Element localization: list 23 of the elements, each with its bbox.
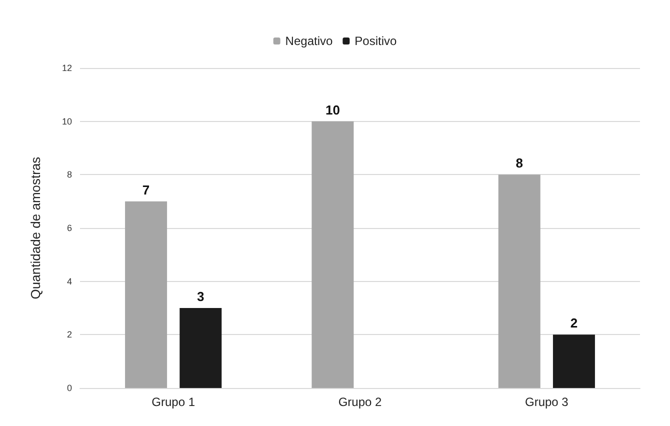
y-tick-label: 6	[66, 223, 72, 233]
bar	[498, 174, 540, 388]
bar	[552, 334, 595, 388]
y-tick-label: 0	[66, 383, 72, 393]
legend-label: Positivo	[354, 34, 398, 48]
y-tick-label: 4	[66, 276, 72, 286]
bar	[312, 121, 354, 388]
y-axis-title: Quantidade de amostras	[28, 156, 43, 300]
x-tick-label: Grupo 2	[338, 395, 382, 409]
y-tick-label: 8	[66, 170, 72, 180]
bar	[180, 308, 222, 388]
x-tick-label: Grupo 1	[152, 395, 196, 409]
data-label: 2	[570, 316, 578, 331]
y-tick-label: 2	[66, 330, 72, 340]
data-label: 7	[142, 182, 150, 198]
bar	[125, 201, 168, 388]
y-tick-label: 10	[62, 116, 72, 126]
x-tick-label: Grupo 3	[524, 395, 569, 409]
y-tick-label: 12	[62, 63, 72, 73]
data-label: 10	[325, 102, 340, 118]
data-label: 3	[197, 289, 204, 304]
legend-label: Negativo	[285, 34, 333, 48]
data-label: 8	[516, 156, 523, 171]
